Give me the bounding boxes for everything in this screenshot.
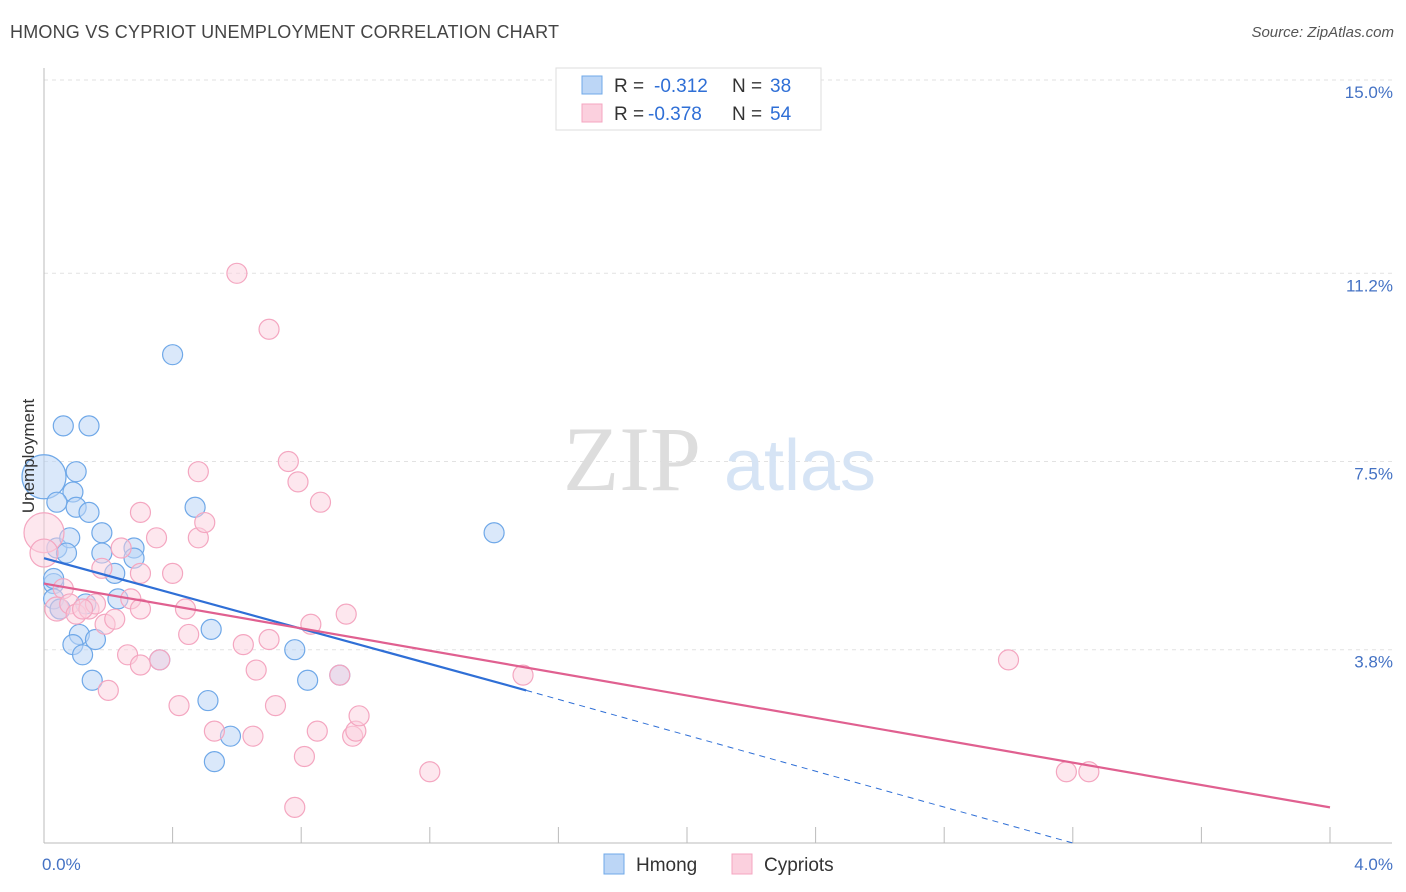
legend-n-value-cypriots: 54: [770, 104, 792, 125]
point-cypriots: [194, 511, 216, 534]
point-hmong: [162, 344, 184, 366]
point-hmong: [203, 751, 225, 773]
bottom-legend-hmong: Hmong: [636, 855, 697, 876]
point-cypriots: [306, 720, 328, 742]
tick-labels: 3.8% 7.5% 11.2% 15.0% 0.0% 4.0%: [42, 83, 1393, 874]
chart-title: HMONG VS CYPRIOT UNEMPLOYMENT CORRELATIO…: [10, 22, 560, 42]
point-cypriots: [512, 664, 534, 686]
legend-r-value-cypriots: -0.378: [648, 104, 702, 125]
watermark-atlas: atlas: [724, 426, 876, 506]
point-cypriots: [162, 562, 184, 585]
legend-swatch-hmong: [581, 75, 603, 95]
point-cypriots: [226, 262, 248, 284]
point-hmong: [71, 644, 94, 666]
point-cypriots: [232, 634, 254, 656]
y-axis-title: Unemployment: [19, 399, 38, 514]
trend-lines: [43, 557, 1331, 844]
y-tick-label: 15.0%: [1345, 83, 1393, 102]
point-hmong: [297, 669, 319, 691]
point-cypriots: [242, 725, 264, 747]
point-cypriots: [29, 538, 59, 568]
bottom-legend-swatch-hmong: [603, 853, 625, 875]
point-cypriots: [348, 705, 370, 727]
trend-line-hmong: [43, 557, 527, 692]
point-hmong: [197, 689, 219, 712]
point-cypriots: [149, 649, 171, 671]
watermark-zip: ZIP: [563, 408, 701, 510]
point-cypriots: [419, 761, 441, 783]
y-tick-label: 3.8%: [1354, 653, 1393, 672]
watermark: ZIP atlas: [563, 408, 876, 510]
top-legend: R = -0.312 N = 38 R = -0.378 N = 54: [555, 67, 822, 131]
bottom-legend-swatch-cypriots: [731, 853, 753, 875]
point-cypriots: [277, 450, 299, 473]
point-cypriots: [309, 491, 332, 513]
point-hmong: [184, 496, 206, 518]
point-cypriots: [258, 318, 280, 340]
source-label: Source: ZipAtlas.com: [1251, 24, 1394, 41]
point-cypriots: [997, 649, 1020, 671]
y-tick-label: 7.5%: [1354, 465, 1393, 484]
legend-swatch-cypriots: [581, 103, 603, 123]
point-cypriots: [110, 537, 132, 559]
data-points: [21, 262, 1100, 818]
x-tick-label-max: 4.0%: [1354, 855, 1393, 874]
point-cypriots: [71, 598, 94, 620]
point-cypriots: [335, 603, 357, 625]
point-cypriots: [1055, 761, 1077, 783]
point-cypriots: [129, 562, 152, 585]
trend-extension-hmong: [526, 689, 1073, 844]
legend-r-label-hmong: R =: [614, 76, 644, 97]
point-hmong: [284, 639, 306, 661]
point-cypriots: [104, 608, 126, 630]
point-hmong: [483, 522, 505, 544]
legend-r-value-hmong: -0.312: [654, 76, 708, 97]
trend-line-cypriots: [43, 582, 1331, 809]
bottom-legend: Hmong Cypriots: [603, 853, 834, 876]
bottom-legend-cypriots: Cypriots: [764, 855, 834, 876]
point-hmong: [52, 415, 74, 437]
point-cypriots: [258, 628, 280, 651]
point-cypriots: [203, 720, 225, 742]
point-cypriots: [329, 664, 351, 686]
axes: [43, 68, 1392, 844]
point-cypriots: [129, 654, 152, 676]
gridlines: [44, 79, 1392, 651]
point-cypriots: [287, 471, 309, 493]
point-cypriots: [178, 623, 200, 646]
legend-n-label-hmong: N =: [732, 76, 762, 97]
legend-n-label-cypriots: N =: [732, 104, 762, 125]
point-hmong: [78, 501, 100, 523]
legend-n-value-hmong: 38: [770, 76, 791, 97]
x-tick-label-min: 0.0%: [42, 855, 81, 874]
point-cypriots: [145, 527, 168, 549]
point-cypriots: [168, 695, 190, 717]
point-hmong: [46, 491, 68, 513]
point-cypriots: [187, 461, 209, 483]
point-hmong: [21, 454, 67, 500]
point-hmong: [91, 522, 113, 544]
point-cypriots: [245, 659, 267, 681]
point-cypriots: [293, 745, 316, 768]
point-hmong: [200, 618, 222, 640]
legend-r-label-cypriots: R =: [614, 104, 644, 125]
y-tick-label: 11.2%: [1346, 276, 1393, 295]
point-cypriots: [284, 796, 306, 818]
point-cypriots: [129, 598, 152, 620]
point-hmong: [84, 628, 107, 651]
point-hmong: [81, 669, 103, 691]
point-hmong: [78, 415, 100, 437]
point-hmong: [65, 461, 87, 483]
point-cypriots: [129, 501, 152, 523]
point-cypriots: [97, 679, 119, 702]
point-cypriots: [264, 695, 287, 717]
